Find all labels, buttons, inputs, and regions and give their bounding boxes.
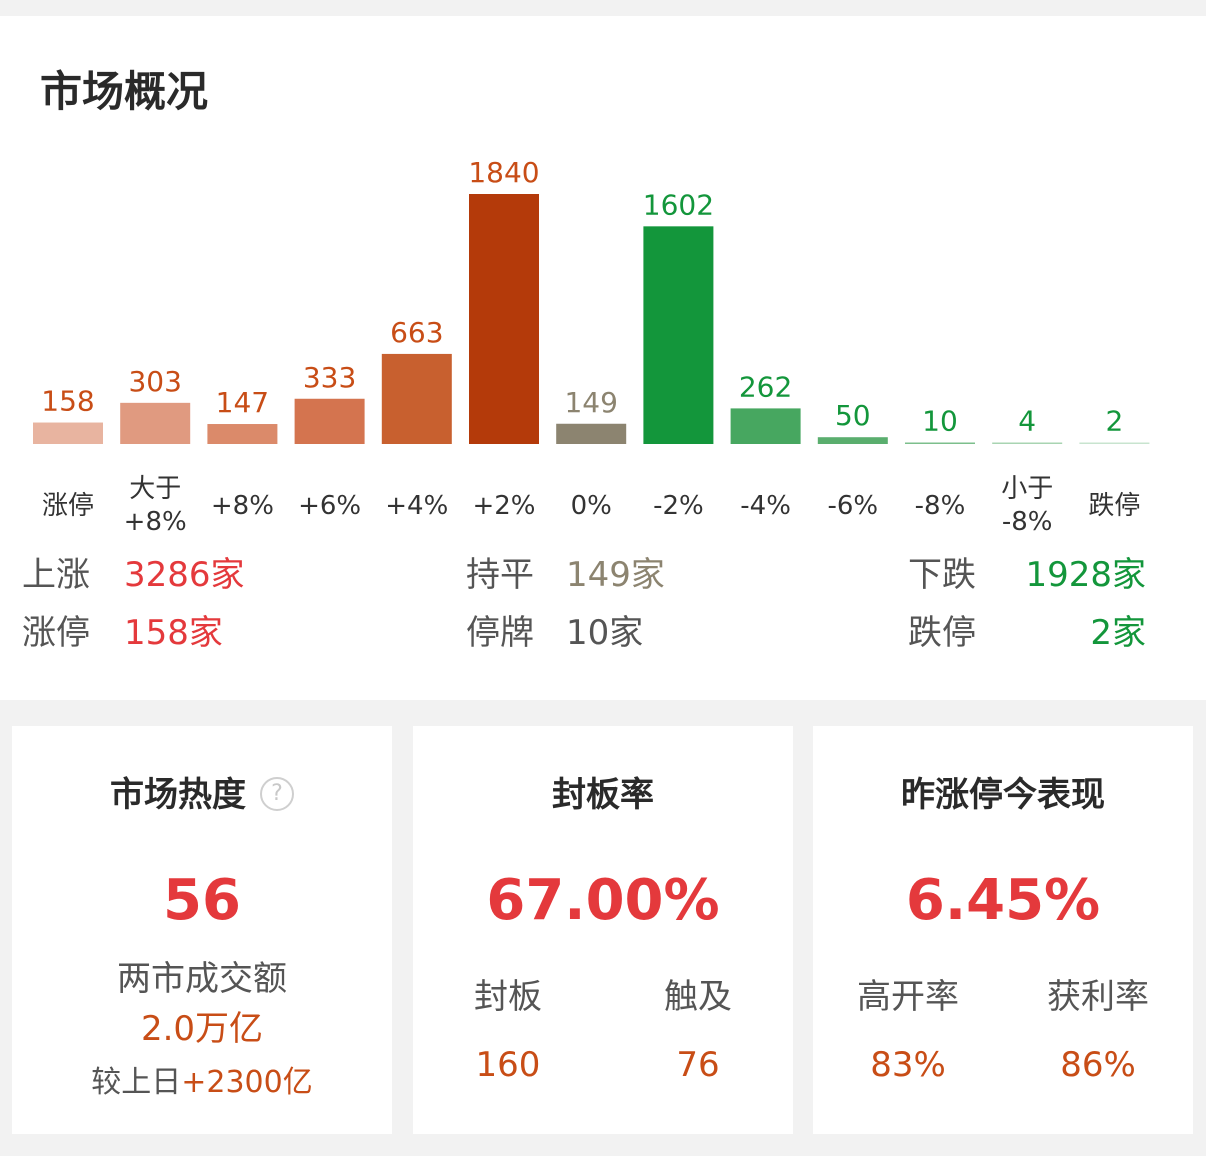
turnover-compare: 较上日+2300亿 xyxy=(12,1060,392,1106)
category-label-4: +4% xyxy=(385,491,448,521)
limit-up-value: 158家 xyxy=(124,613,223,653)
yesterday-limit-up-card[interactable]: 昨涨停今表现 6.45% 高开率 获利率 83% 86% xyxy=(813,726,1193,1134)
stats-row-1: 上涨 3286家 持平 149家 下跌 1928家 xyxy=(0,550,1206,600)
limit-up-label: 涨停 xyxy=(22,613,90,653)
category-label-1-0: 大于 xyxy=(129,474,181,504)
down-label: 下跌 xyxy=(908,555,976,595)
category-label-11-0: 小于 xyxy=(1001,474,1053,504)
category-label-12: 跌停 xyxy=(1088,491,1140,521)
up-value: 3286家 xyxy=(124,555,245,595)
bar-value-label-9: 50 xyxy=(835,399,871,432)
bar-5 xyxy=(469,194,539,444)
high-open-label: 高开率 xyxy=(857,977,959,1017)
bar-value-label-11: 4 xyxy=(1018,405,1036,438)
yesterday-title: 昨涨停今表现 xyxy=(901,775,1105,815)
bar-value-label-8: 262 xyxy=(739,370,792,403)
seal-rate-value: 67.00% xyxy=(486,868,720,933)
down-value: 1928家 xyxy=(1025,555,1146,595)
high-open-value: 83% xyxy=(870,1045,946,1085)
touched-value: 76 xyxy=(676,1045,720,1085)
market-heat-title-text: 市场热度 xyxy=(110,775,246,815)
bar-12 xyxy=(1079,442,1150,444)
category-label-10: -8% xyxy=(915,491,966,521)
category-label-3: +6% xyxy=(298,491,361,521)
turnover-value: 2.0万亿 xyxy=(140,1009,264,1049)
suspend-value: 10家 xyxy=(566,613,644,653)
bar-value-label-5: 1840 xyxy=(468,156,539,189)
market-heat-value: 56 xyxy=(163,868,241,933)
category-label-6: 0% xyxy=(571,491,612,521)
profit-value: 86% xyxy=(1060,1045,1136,1085)
profit-label: 获利率 xyxy=(1047,977,1149,1017)
help-icon[interactable]: ? xyxy=(260,776,294,811)
bar-value-label-3: 333 xyxy=(303,361,356,394)
market-heat-card[interactable]: 市场热度? 56 两市成交额 2.0万亿 较上日+2300亿 xyxy=(12,726,392,1134)
bar-3 xyxy=(294,398,365,444)
category-label-11-1: -8% xyxy=(1002,507,1053,537)
market-heat-title: 市场热度? xyxy=(12,770,392,820)
page-title: 市场概况 xyxy=(40,67,209,116)
category-label-9: -6% xyxy=(827,491,878,521)
bar-value-label-2: 147 xyxy=(216,386,269,419)
limit-down-label: 跌停 xyxy=(908,613,976,653)
seal-rate-card[interactable]: 封板率 67.00% 封板 触及 160 76 xyxy=(413,726,793,1134)
compare-value: +2300亿 xyxy=(181,1065,313,1100)
bar-10 xyxy=(905,442,975,444)
market-overview-panel: 市场概况 xyxy=(0,16,1206,700)
category-label-2: +8% xyxy=(211,491,274,521)
stats-row-2: 涨停 158家 停牌 10家 跌停 2家 xyxy=(0,608,1206,658)
bar-4 xyxy=(381,353,452,444)
category-label-7: -2% xyxy=(653,491,704,521)
category-label-5: +2% xyxy=(472,491,535,521)
distribution-bar-chart: 158涨停303大于+8%147+8%333+6%663+4%1840+2%14… xyxy=(33,156,1150,537)
bar-value-label-0: 158 xyxy=(41,385,94,418)
category-label-8: -4% xyxy=(740,491,791,521)
flat-label: 持平 xyxy=(466,555,534,595)
compare-prefix: 较上日 xyxy=(91,1065,182,1100)
turnover-label: 两市成交额 xyxy=(117,959,287,999)
sealed-value: 160 xyxy=(475,1045,541,1085)
limit-down-value: 2家 xyxy=(1090,613,1146,653)
category-label-1-1: +8% xyxy=(124,507,187,537)
category-label-0: 涨停 xyxy=(42,491,94,521)
bar-8 xyxy=(730,408,801,444)
bar-value-label-12: 2 xyxy=(1105,405,1123,438)
bar-11 xyxy=(992,442,1063,444)
bar-7 xyxy=(643,226,714,444)
bar-value-label-6: 149 xyxy=(564,386,617,419)
flat-value: 149家 xyxy=(566,555,665,595)
bar-2 xyxy=(207,424,278,444)
touched-label: 触及 xyxy=(664,977,732,1017)
seal-rate-title: 封板率 xyxy=(552,775,654,815)
yesterday-value: 6.45% xyxy=(905,868,1101,933)
bar-1 xyxy=(120,402,191,444)
bar-0 xyxy=(33,422,103,444)
bar-9 xyxy=(817,437,888,444)
suspend-label: 停牌 xyxy=(466,613,534,653)
sealed-label: 封板 xyxy=(474,977,542,1017)
bar-value-label-10: 10 xyxy=(922,405,958,438)
bar-6 xyxy=(556,423,627,444)
bar-value-label-4: 663 xyxy=(390,316,443,349)
bar-value-label-1: 303 xyxy=(128,365,181,398)
up-label: 上涨 xyxy=(22,555,90,595)
bar-value-label-7: 1602 xyxy=(643,188,714,221)
